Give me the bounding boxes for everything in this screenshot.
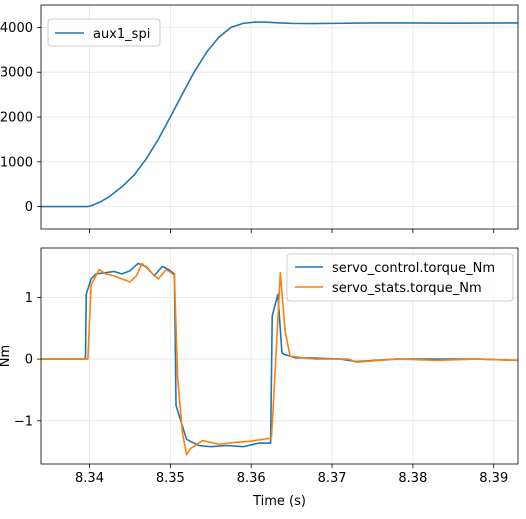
legend-box [47, 18, 161, 47]
y-tick-label: 4000 [0, 21, 33, 36]
x-tick-label: 8.37 [318, 471, 347, 486]
x-tick-label: 8.34 [75, 471, 104, 486]
bottom-plot-frame [40, 247, 519, 465]
y-tick-label: 0 [25, 353, 33, 368]
bottom-legend: servo_control.torque_Nm servo_stats.torq… [286, 253, 514, 302]
bottom-series [41, 262, 519, 456]
x-axis-label: Time (s) [252, 494, 306, 509]
x-tick-label: 8.36 [237, 471, 266, 486]
legend-label-servo-control: servo_control.torque_Nm [332, 261, 495, 276]
x-tick-label: 8.39 [479, 471, 508, 486]
top-grid [41, 5, 518, 229]
legend-label-servo-stats: servo_stats.torque_Nm [332, 281, 482, 296]
top-series [41, 21, 519, 208]
top-axis-ticks: 0 1000 2000 3000 4000 [0, 21, 495, 233]
y-axis-label: Nm [0, 345, 13, 367]
y-tick-label: 1 [25, 291, 33, 306]
series-line-servo-control-torque-nm [41, 262, 519, 448]
series-line-servo-stats-torque-nm [41, 262, 519, 456]
bottom-axis-ticks: 8.34 8.35 8.36 8.37 8.38 8.39 −1 0 1 [14, 291, 508, 486]
y-tick-label: 1000 [0, 155, 33, 170]
bottom-panel: 8.34 8.35 8.36 8.37 8.38 8.39 −1 0 1 servo_contr… [0, 247, 519, 509]
y-tick-label: −1 [14, 414, 33, 429]
legend-label-aux1-spi: aux1_spi [93, 27, 150, 42]
legend-box [286, 253, 514, 302]
y-tick-label: 3000 [0, 66, 33, 81]
x-tick-label: 8.38 [398, 471, 427, 486]
series-line-aux1-spi [41, 21, 519, 208]
x-tick-label: 8.35 [156, 471, 185, 486]
top-panel: 0 1000 2000 3000 4000 aux1_spi [0, 4, 519, 233]
y-tick-label: 0 [25, 200, 33, 215]
y-tick-label: 2000 [0, 111, 33, 126]
top-legend: aux1_spi [47, 18, 161, 47]
